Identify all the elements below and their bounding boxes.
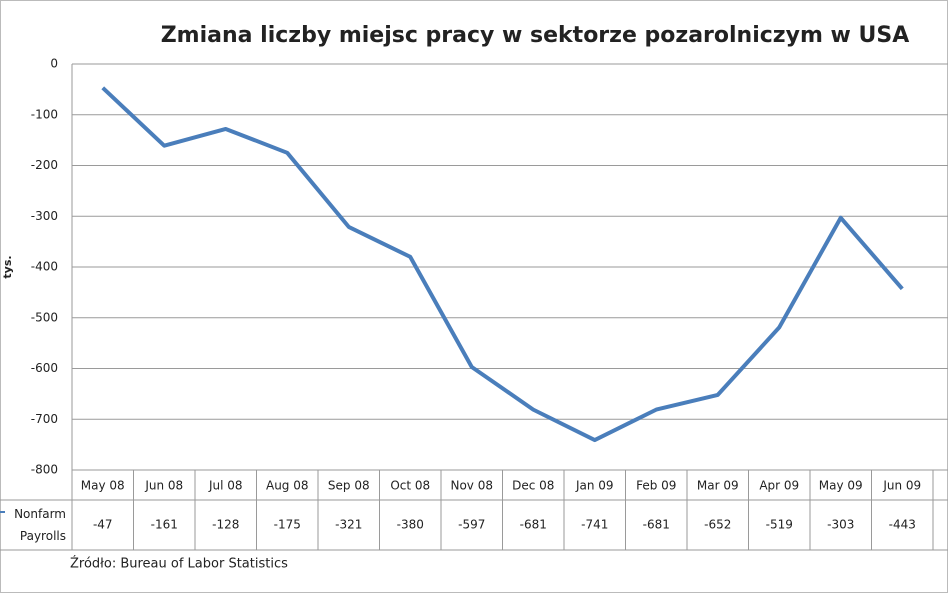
table-value: -128 [212, 518, 239, 532]
x-tick-label: Jan 09 [575, 479, 614, 493]
table-value: -321 [335, 518, 362, 532]
table-value: -303 [827, 518, 854, 532]
y-tick-label: -200 [31, 158, 58, 172]
y-axis-label: tys. [1, 255, 14, 278]
y-tick-label: 0 [50, 57, 58, 71]
x-tick-label: Aug 08 [266, 479, 309, 493]
x-tick-label: Feb 09 [636, 479, 676, 493]
table-value: -161 [151, 518, 178, 532]
x-tick-label: Mar 09 [697, 479, 739, 493]
y-tick-label: -100 [31, 107, 58, 121]
x-tick-label: May 08 [81, 479, 125, 493]
series-line [101, 86, 904, 443]
y-tick-label: -400 [31, 260, 58, 274]
table-value: -597 [458, 518, 485, 532]
x-tick-label: Sep 08 [328, 479, 370, 493]
chart-title: Zmiana liczby miejsc pracy w sektorze po… [161, 23, 910, 48]
source: Źródło: Bureau of Labor Statistics [70, 556, 288, 572]
x-tick-label: Jun 09 [882, 479, 921, 493]
x-tick-label: Dec 08 [512, 479, 554, 493]
x-tick-label: Jul 08 [208, 479, 243, 493]
table-value: -681 [643, 518, 670, 532]
y-tick-label: -800 [31, 463, 58, 477]
table-value: -443 [889, 518, 916, 532]
table-value: -519 [766, 518, 793, 532]
legend-entry: Nonfarm Payrolls [14, 507, 66, 543]
y-tick-label: -500 [31, 310, 58, 324]
table-value: -175 [274, 518, 301, 532]
y-tick-label: -600 [31, 361, 58, 375]
y-tick-label: -700 [31, 412, 58, 426]
table-value: -681 [520, 518, 547, 532]
y-tick-label: -300 [31, 209, 58, 223]
table-value: -47 [93, 518, 113, 532]
x-tick-label: Nov 08 [450, 479, 493, 493]
table-value: -652 [704, 518, 731, 532]
x-tick-label: Apr 09 [759, 479, 799, 493]
table-value: -380 [397, 518, 424, 532]
x-tick-label: Oct 08 [390, 479, 430, 493]
table-value: -741 [581, 518, 608, 532]
x-tick-label: Jun 08 [144, 479, 183, 493]
x-tick-label: May 09 [819, 479, 863, 493]
